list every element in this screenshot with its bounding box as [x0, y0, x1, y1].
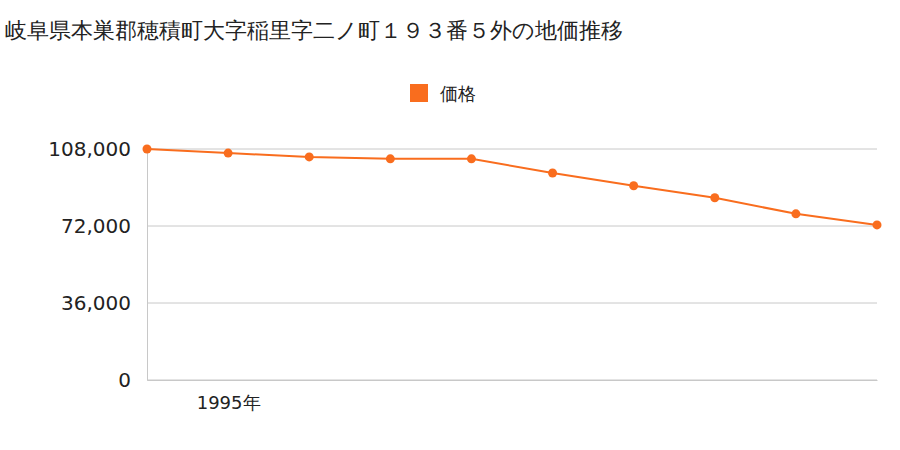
title: 岐阜県本巣郡穂積町大字稲里字二ノ町１９３番５外の地価推移 — [5, 18, 623, 43]
y-axis-line — [147, 150, 148, 381]
y-tick-label: 0 — [118, 368, 131, 392]
grid-line — [147, 380, 877, 381]
point — [467, 154, 476, 163]
x-tick: 1995年 — [197, 380, 261, 413]
point — [224, 149, 233, 158]
grid — [147, 149, 877, 380]
y-tick-label: 72,000 — [61, 214, 131, 238]
grid-line — [147, 303, 877, 304]
point — [873, 220, 882, 229]
y-axis: 0 36,000 72,000 108,000 — [48, 137, 147, 392]
x-axis: 1995年 — [148, 380, 878, 413]
legend: 価格 — [410, 83, 476, 104]
point — [305, 152, 314, 161]
series-markers — [143, 145, 882, 230]
chart: 岐阜県本巣郡穂積町大字稲里字二ノ町１９３番５外の地価推移 0 36,000 72,00… — [0, 0, 900, 450]
point — [143, 145, 152, 154]
legend-swatch — [410, 84, 428, 102]
x-axis-line — [148, 380, 878, 381]
y-tick-label: 36,000 — [61, 291, 131, 315]
grid-line — [147, 149, 877, 150]
legend-label: 価格 — [440, 83, 476, 104]
point — [791, 209, 800, 218]
plot-area — [143, 145, 882, 230]
point — [629, 181, 638, 190]
y-tick: 0 — [118, 368, 147, 392]
series-line — [147, 149, 877, 225]
point — [710, 193, 719, 202]
y-tick: 108,000 — [48, 137, 147, 161]
grid-line — [147, 226, 877, 227]
point — [548, 168, 557, 177]
y-tick: 72,000 — [61, 214, 147, 238]
y-tick-label: 108,000 — [48, 137, 131, 161]
y-tick: 36,000 — [61, 291, 147, 315]
x-tick-label: 1995年 — [197, 392, 261, 413]
point — [386, 154, 395, 163]
